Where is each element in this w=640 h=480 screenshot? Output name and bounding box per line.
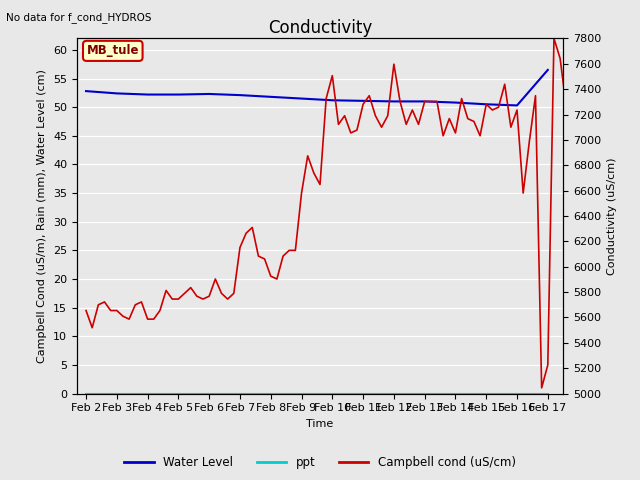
Text: No data for f_cond_HYDROS: No data for f_cond_HYDROS: [6, 12, 152, 23]
Y-axis label: Campbell Cond (uS/m), Rain (mm), Water Level (cm): Campbell Cond (uS/m), Rain (mm), Water L…: [37, 69, 47, 363]
X-axis label: Time: Time: [307, 419, 333, 429]
Y-axis label: Conductivity (uS/cm): Conductivity (uS/cm): [607, 157, 617, 275]
Legend: Water Level, ppt, Campbell cond (uS/cm): Water Level, ppt, Campbell cond (uS/cm): [119, 452, 521, 474]
Title: Conductivity: Conductivity: [268, 19, 372, 37]
Text: MB_tule: MB_tule: [86, 44, 139, 58]
